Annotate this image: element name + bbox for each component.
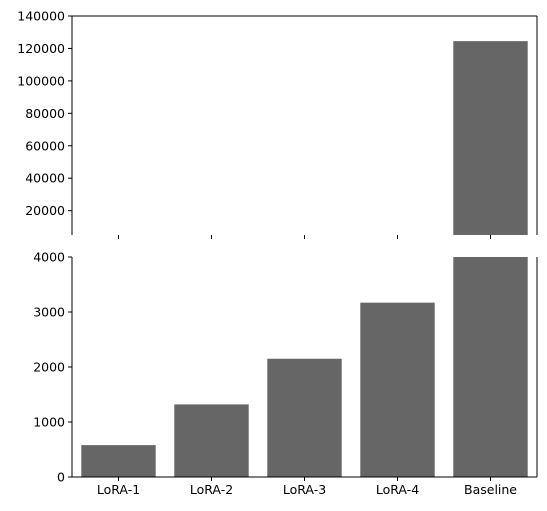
bar-baseline-lower [453, 257, 528, 477]
y-tick-label: 120000 [17, 41, 65, 56]
y-tick-label: 3000 [33, 305, 65, 320]
y-tick-label: 0 [57, 470, 65, 485]
lower-panel: 0 1000 2000 3000 4000 LoRA-1 LoRA-2 LoRA-3 LoRA-… [33, 250, 538, 497]
bar-lora-2-lower [174, 404, 249, 477]
bar-baseline-upper [453, 41, 528, 235]
bar-lora-4-lower [360, 302, 435, 477]
y-tick-label: 100000 [17, 73, 65, 88]
x-tick-label: Baseline [464, 482, 517, 497]
x-tick-label: LoRA-3 [283, 482, 326, 497]
x-tick-label: LoRA-4 [376, 482, 419, 497]
y-tick-label: 140000 [17, 9, 65, 24]
y-tick-label: 4000 [33, 250, 65, 265]
x-tick-label: LoRA-2 [190, 482, 233, 497]
bar-lora-3-lower [267, 358, 342, 477]
upper-panel: 20000 40000 60000 80000 100000 120000 140000 [17, 9, 538, 239]
y-tick-label: 40000 [25, 171, 65, 186]
y-tick-label: 1000 [33, 415, 65, 430]
y-tick-label: 20000 [25, 203, 65, 218]
y-tick-label: 2000 [33, 360, 65, 375]
x-tick-label: LoRA-1 [97, 482, 140, 497]
y-tick-label: 60000 [25, 138, 65, 153]
y-tick-label: 80000 [25, 106, 65, 121]
bar-lora-1-lower [81, 445, 156, 477]
